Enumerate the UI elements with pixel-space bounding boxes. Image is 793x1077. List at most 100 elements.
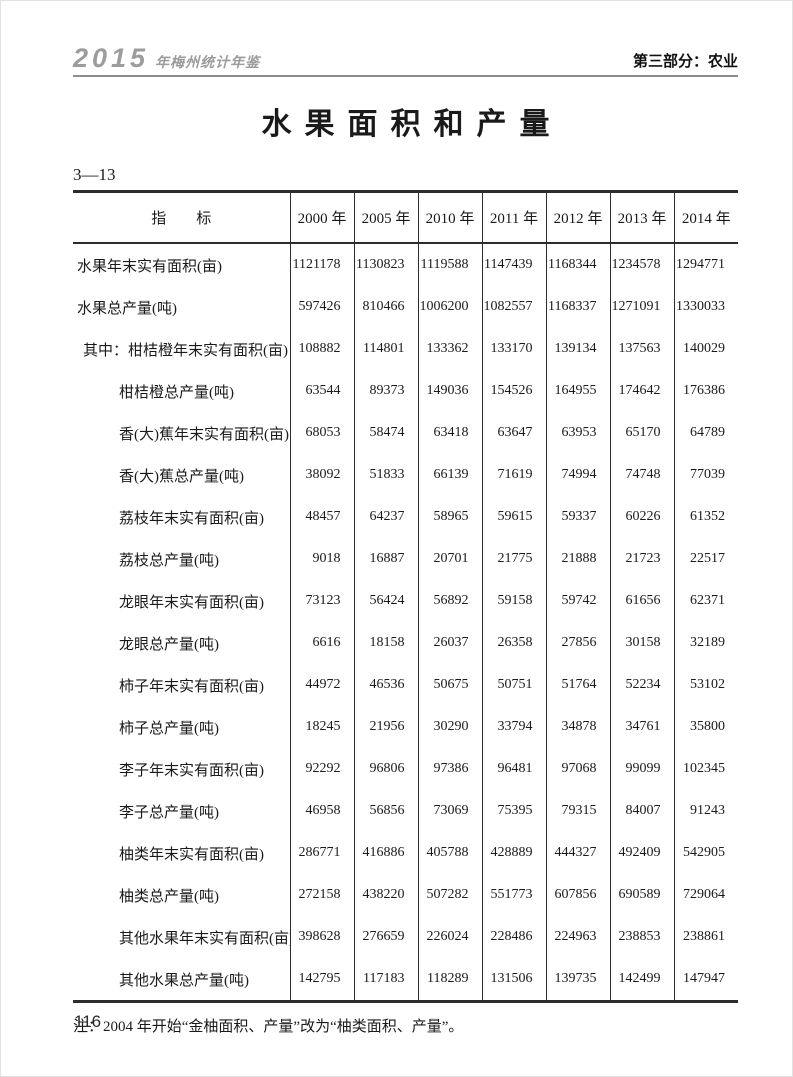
cell-value: 56856 <box>353 790 418 832</box>
cell-value: 84007 <box>609 790 674 832</box>
cell-value: 286771 <box>289 832 354 874</box>
cell-value: 416886 <box>353 832 418 874</box>
cell-value: 1119588 <box>417 243 482 286</box>
cell-value: 444327 <box>545 832 610 874</box>
cell-value: 9018 <box>289 538 354 580</box>
cell-value: 542905 <box>673 832 738 874</box>
cell-value: 50751 <box>481 664 546 706</box>
cell-value: 20701 <box>417 538 482 580</box>
row-label: 龙眼年末实有面积(亩) <box>119 594 264 611</box>
cell-value: 507282 <box>417 874 482 916</box>
cell-value: 1294771 <box>673 243 738 286</box>
cell-value: 27856 <box>545 622 610 664</box>
row-label: 柿子总产量(吨) <box>119 720 219 737</box>
cell-value: 1271091 <box>609 286 674 328</box>
cell-value: 276659 <box>353 916 418 958</box>
cell-value: 1147439 <box>481 243 546 286</box>
cell-value: 492409 <box>609 832 674 874</box>
row-label: 其他水果年末实有面积(亩) <box>119 930 290 947</box>
cell-value: 59742 <box>545 580 610 622</box>
running-header: 2015 年梅州统计年鉴 第三部分：农业 <box>73 1 738 72</box>
cell-value: 26358 <box>481 622 546 664</box>
cell-value: 46536 <box>353 664 418 706</box>
cell-value: 139134 <box>545 328 610 370</box>
cell-value: 16887 <box>353 538 418 580</box>
row-label: 香(大)蕉年末实有面积(亩) <box>119 426 289 443</box>
table-row: 香(大)蕉总产量(吨) 38092 51833 66139 71619 74994 7474… <box>73 454 738 496</box>
table-row: 其他水果总产量(吨) 142795 117183 118289 131506 139735… <box>73 958 738 1002</box>
cell-value: 58965 <box>417 496 482 538</box>
cell-value: 52234 <box>609 664 674 706</box>
cell-value: 114801 <box>353 328 418 370</box>
cell-value: 1234578 <box>609 243 674 286</box>
cell-value: 1082557 <box>481 286 546 328</box>
row-label: 李子总产量(吨) <box>119 804 219 821</box>
cell-value: 226024 <box>417 916 482 958</box>
cell-value: 428889 <box>481 832 546 874</box>
logo-title-text: 年梅州统计年鉴 <box>155 56 261 71</box>
table-head: 指 标 2000 年 2005 年 2010 年 2011 年 2012 年 2013 年… <box>73 191 738 243</box>
row-label: 柚类总产量(吨) <box>119 888 219 905</box>
table-row: 龙眼年末实有面积(亩) 73123 56424 56892 59158 59742 6165… <box>73 580 738 622</box>
cell-value: 91243 <box>673 790 738 832</box>
table-body: 水果年末实有面积(亩) 1121178 1130823 1119588 1147439 1… <box>73 243 738 1002</box>
row-label: 李子年末实有面积(亩) <box>119 762 264 779</box>
cell-value: 79315 <box>545 790 610 832</box>
table-row: 李子年末实有面积(亩) 92292 96806 97386 96481 97068 9909… <box>73 748 738 790</box>
cell-value: 18245 <box>289 706 354 748</box>
cell-value: 133362 <box>417 328 482 370</box>
table-row: 香(大)蕉年末实有面积(亩) 68053 58474 63418 63647 63953 6… <box>73 412 738 454</box>
page-content: 2015 年梅州统计年鉴 第三部分：农业 水果面积和产量 3—13 指 标 20… <box>73 1 738 1038</box>
row-label: 荔枝总产量(吨) <box>119 552 219 569</box>
cell-value: 102345 <box>673 748 738 790</box>
table-row: 柿子总产量(吨) 18245 21956 30290 33794 34878 34761 35… <box>73 706 738 748</box>
cell-value: 21888 <box>545 538 610 580</box>
table-row: 水果年末实有面积(亩) 1121178 1130823 1119588 1147439 1… <box>73 243 738 286</box>
table-row: 柿子年末实有面积(亩) 44972 46536 50675 50751 51764 5223… <box>73 664 738 706</box>
year-header-cell: 2010 年 <box>417 191 482 243</box>
cell-value: 73123 <box>289 580 354 622</box>
cell-value: 50675 <box>417 664 482 706</box>
cell-value: 398628 <box>289 916 354 958</box>
cell-value: 131506 <box>481 958 546 1002</box>
cell-value: 63953 <box>545 412 610 454</box>
row-label: 荔枝年末实有面积(亩) <box>119 510 264 527</box>
page-number: 116 <box>74 1012 102 1031</box>
cell-value: 137563 <box>609 328 674 370</box>
cell-value: 63647 <box>481 412 546 454</box>
cell-value: 133170 <box>481 328 546 370</box>
cell-value: 238853 <box>609 916 674 958</box>
section-label: 第三部分：农业 <box>632 53 738 70</box>
cell-value: 32189 <box>673 622 738 664</box>
cell-value: 174642 <box>609 370 674 412</box>
cell-value: 117183 <box>353 958 418 1002</box>
cell-value: 140029 <box>673 328 738 370</box>
cell-value: 66139 <box>417 454 482 496</box>
fruit-area-production-table: 指 标 2000 年 2005 年 2010 年 2011 年 2012 年 2013 年… <box>73 190 738 1003</box>
cell-value: 238861 <box>673 916 738 958</box>
cell-value: 438220 <box>353 874 418 916</box>
year-header-cell: 2012 年 <box>545 191 610 243</box>
row-label: 水果年末实有面积(亩) <box>77 258 222 275</box>
cell-value: 60226 <box>609 496 674 538</box>
cell-value: 34878 <box>545 706 610 748</box>
cell-value: 56424 <box>353 580 418 622</box>
cell-value: 30290 <box>417 706 482 748</box>
page-title: 水果面积和产量 <box>261 108 563 141</box>
cell-value: 176386 <box>673 370 738 412</box>
row-label: 香(大)蕉总产量(吨) <box>119 468 244 485</box>
cell-value: 1168337 <box>545 286 610 328</box>
table-row: 柑桔橙总产量(吨) 63544 89373 149036 154526 164955 174… <box>73 370 738 412</box>
indicator-header-cell: 指 标 <box>151 211 212 227</box>
cell-value: 22517 <box>673 538 738 580</box>
table-number: 3—13 <box>73 165 116 184</box>
cell-value: 35800 <box>673 706 738 748</box>
cell-value: 46958 <box>289 790 354 832</box>
table-row: 荔枝总产量(吨) 9018 16887 20701 21775 21888 21723 225… <box>73 538 738 580</box>
cell-value: 21956 <box>353 706 418 748</box>
cell-value: 92292 <box>289 748 354 790</box>
cell-value: 96806 <box>353 748 418 790</box>
cell-value: 97386 <box>417 748 482 790</box>
cell-value: 30158 <box>609 622 674 664</box>
